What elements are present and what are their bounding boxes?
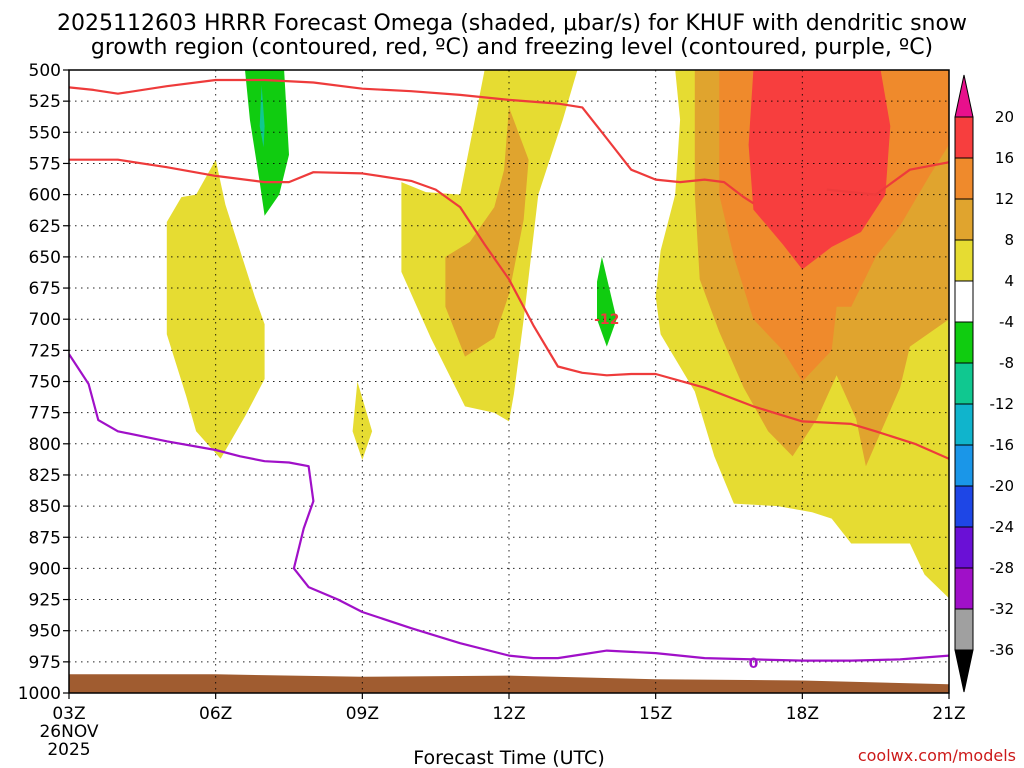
- y-tick-label-500: 500: [29, 61, 61, 81]
- x-tick-label-21Z: 21Z: [932, 704, 965, 724]
- colorbar-band-16-20: [954, 116, 974, 159]
- colorbar-band--12--8: [954, 362, 974, 405]
- colorbar-label-20: 20: [995, 108, 1014, 126]
- x-tick-label-09Z: 09Z: [346, 704, 379, 724]
- y-tick-label-1000: 1000: [18, 684, 61, 704]
- colorbar-label-16: 16: [995, 149, 1014, 167]
- dgz-contour-lower-label: -12: [594, 312, 619, 328]
- colorbar-band--36--32: [954, 608, 974, 651]
- x-tick-label-15Z: 15Z: [639, 704, 672, 724]
- colorbar-band--32--28: [954, 567, 974, 610]
- omega-band-16-20-late: [748, 70, 891, 270]
- colorbar-label--36: -36: [990, 641, 1015, 659]
- colorbar-band--28--24: [954, 526, 974, 569]
- axes: 500 525 550 575 600 625 650 675 700 725 750 775 800 8…: [18, 61, 966, 760]
- dgz-contour-upper: [69, 78, 754, 205]
- colorbar-label--12: -12: [990, 395, 1015, 413]
- y-tick-label-900: 900: [29, 559, 61, 579]
- y-tick-label-875: 875: [29, 528, 61, 548]
- y-tick-label-925: 925: [29, 591, 61, 611]
- chart-title: 2025112603 HRRR Forecast Omega (shaded, …: [57, 11, 967, 60]
- colorbar-band--8--4: [954, 321, 974, 364]
- y-tick-label-575: 575: [29, 154, 61, 174]
- colorbar-band--24--20: [954, 485, 974, 528]
- y-tick-label-625: 625: [29, 217, 61, 237]
- colorbar-label-4: 4: [1004, 272, 1014, 290]
- dgz-contour-lower: [69, 158, 949, 460]
- credit-text: coolwx.com/models: [858, 746, 1016, 765]
- y-tick-label-850: 850: [29, 497, 61, 517]
- omega-band-8-12-mid: [445, 107, 529, 357]
- omega-band-neg8-neg12-a: [259, 85, 265, 148]
- y-tick-label-950: 950: [29, 622, 61, 642]
- plot-area: -12 0: [69, 70, 949, 693]
- omega-band-neg4-neg8-a: [245, 70, 289, 216]
- y-tick-label-775: 775: [29, 404, 61, 424]
- x-tick-label-12Z: 12Z: [492, 704, 525, 724]
- colorbar-band--16--12: [954, 403, 974, 446]
- colorbar-label--4: -4: [999, 313, 1014, 331]
- y-tick-label-650: 650: [29, 248, 61, 268]
- y-tick-label-975: 975: [29, 653, 61, 673]
- colorbar-bottom-arrow: [954, 649, 974, 693]
- x-tick-label-18Z: 18Z: [786, 704, 819, 724]
- terrain: [69, 674, 949, 693]
- y-tick-label-800: 800: [29, 435, 61, 455]
- y-tick-label-825: 825: [29, 466, 61, 486]
- colorbar-label--8: -8: [999, 354, 1014, 372]
- y-tick-label-725: 725: [29, 341, 61, 361]
- colorbar-label--24: -24: [990, 518, 1015, 536]
- y-tick-label-750: 750: [29, 373, 61, 393]
- x-start-date-0: 26NOV: [39, 722, 98, 742]
- omega-band-neg4-neg8-b: [597, 256, 617, 347]
- colorbar-label-8: 8: [1004, 231, 1014, 249]
- colorbar-band--4-4: [954, 280, 974, 323]
- dgz-contour-right: [826, 161, 949, 196]
- title-line-2: growth region (contoured, red, ºC) and f…: [91, 35, 933, 60]
- y-tick-label-550: 550: [29, 123, 61, 143]
- colorbar-label--28: -28: [990, 559, 1015, 577]
- x-tick-label-03Z: 03Z: [52, 704, 85, 724]
- colorbar-label-12: 12: [995, 190, 1014, 208]
- colorbar-band-8-12: [954, 198, 974, 241]
- omega-band-4-8-small: [352, 381, 373, 460]
- colorbar: 20 16 12 8 4 -4 -8 -12 -16 -20 -24 -28 -32 -36: [954, 74, 1015, 693]
- colorbar-band-12-16: [954, 157, 974, 200]
- y-tick-label-525: 525: [29, 92, 61, 112]
- colorbar-top-arrow: [954, 74, 974, 118]
- y-tick-label-600: 600: [29, 186, 61, 206]
- freezing-level-contour-label: 0: [749, 656, 759, 672]
- x-start-date-1: 2025: [47, 740, 90, 760]
- y-tick-label-700: 700: [29, 310, 61, 330]
- y-tick-label-675: 675: [29, 279, 61, 299]
- colorbar-band-4-8: [954, 239, 974, 282]
- plot-content: -12 0: [69, 70, 949, 693]
- colorbar-band--20--16: [954, 444, 974, 487]
- x-tick-label-06Z: 06Z: [199, 704, 232, 724]
- colorbar-label--16: -16: [990, 436, 1015, 454]
- colorbar-label--20: -20: [990, 477, 1015, 495]
- freezing-level-contour: [69, 353, 949, 662]
- omega-band-4-8-early: [166, 159, 265, 459]
- x-axis-label: Forecast Time (UTC): [413, 747, 604, 768]
- title-line-1: 2025112603 HRRR Forecast Omega (shaded, …: [57, 11, 967, 36]
- colorbar-label--32: -32: [990, 600, 1015, 618]
